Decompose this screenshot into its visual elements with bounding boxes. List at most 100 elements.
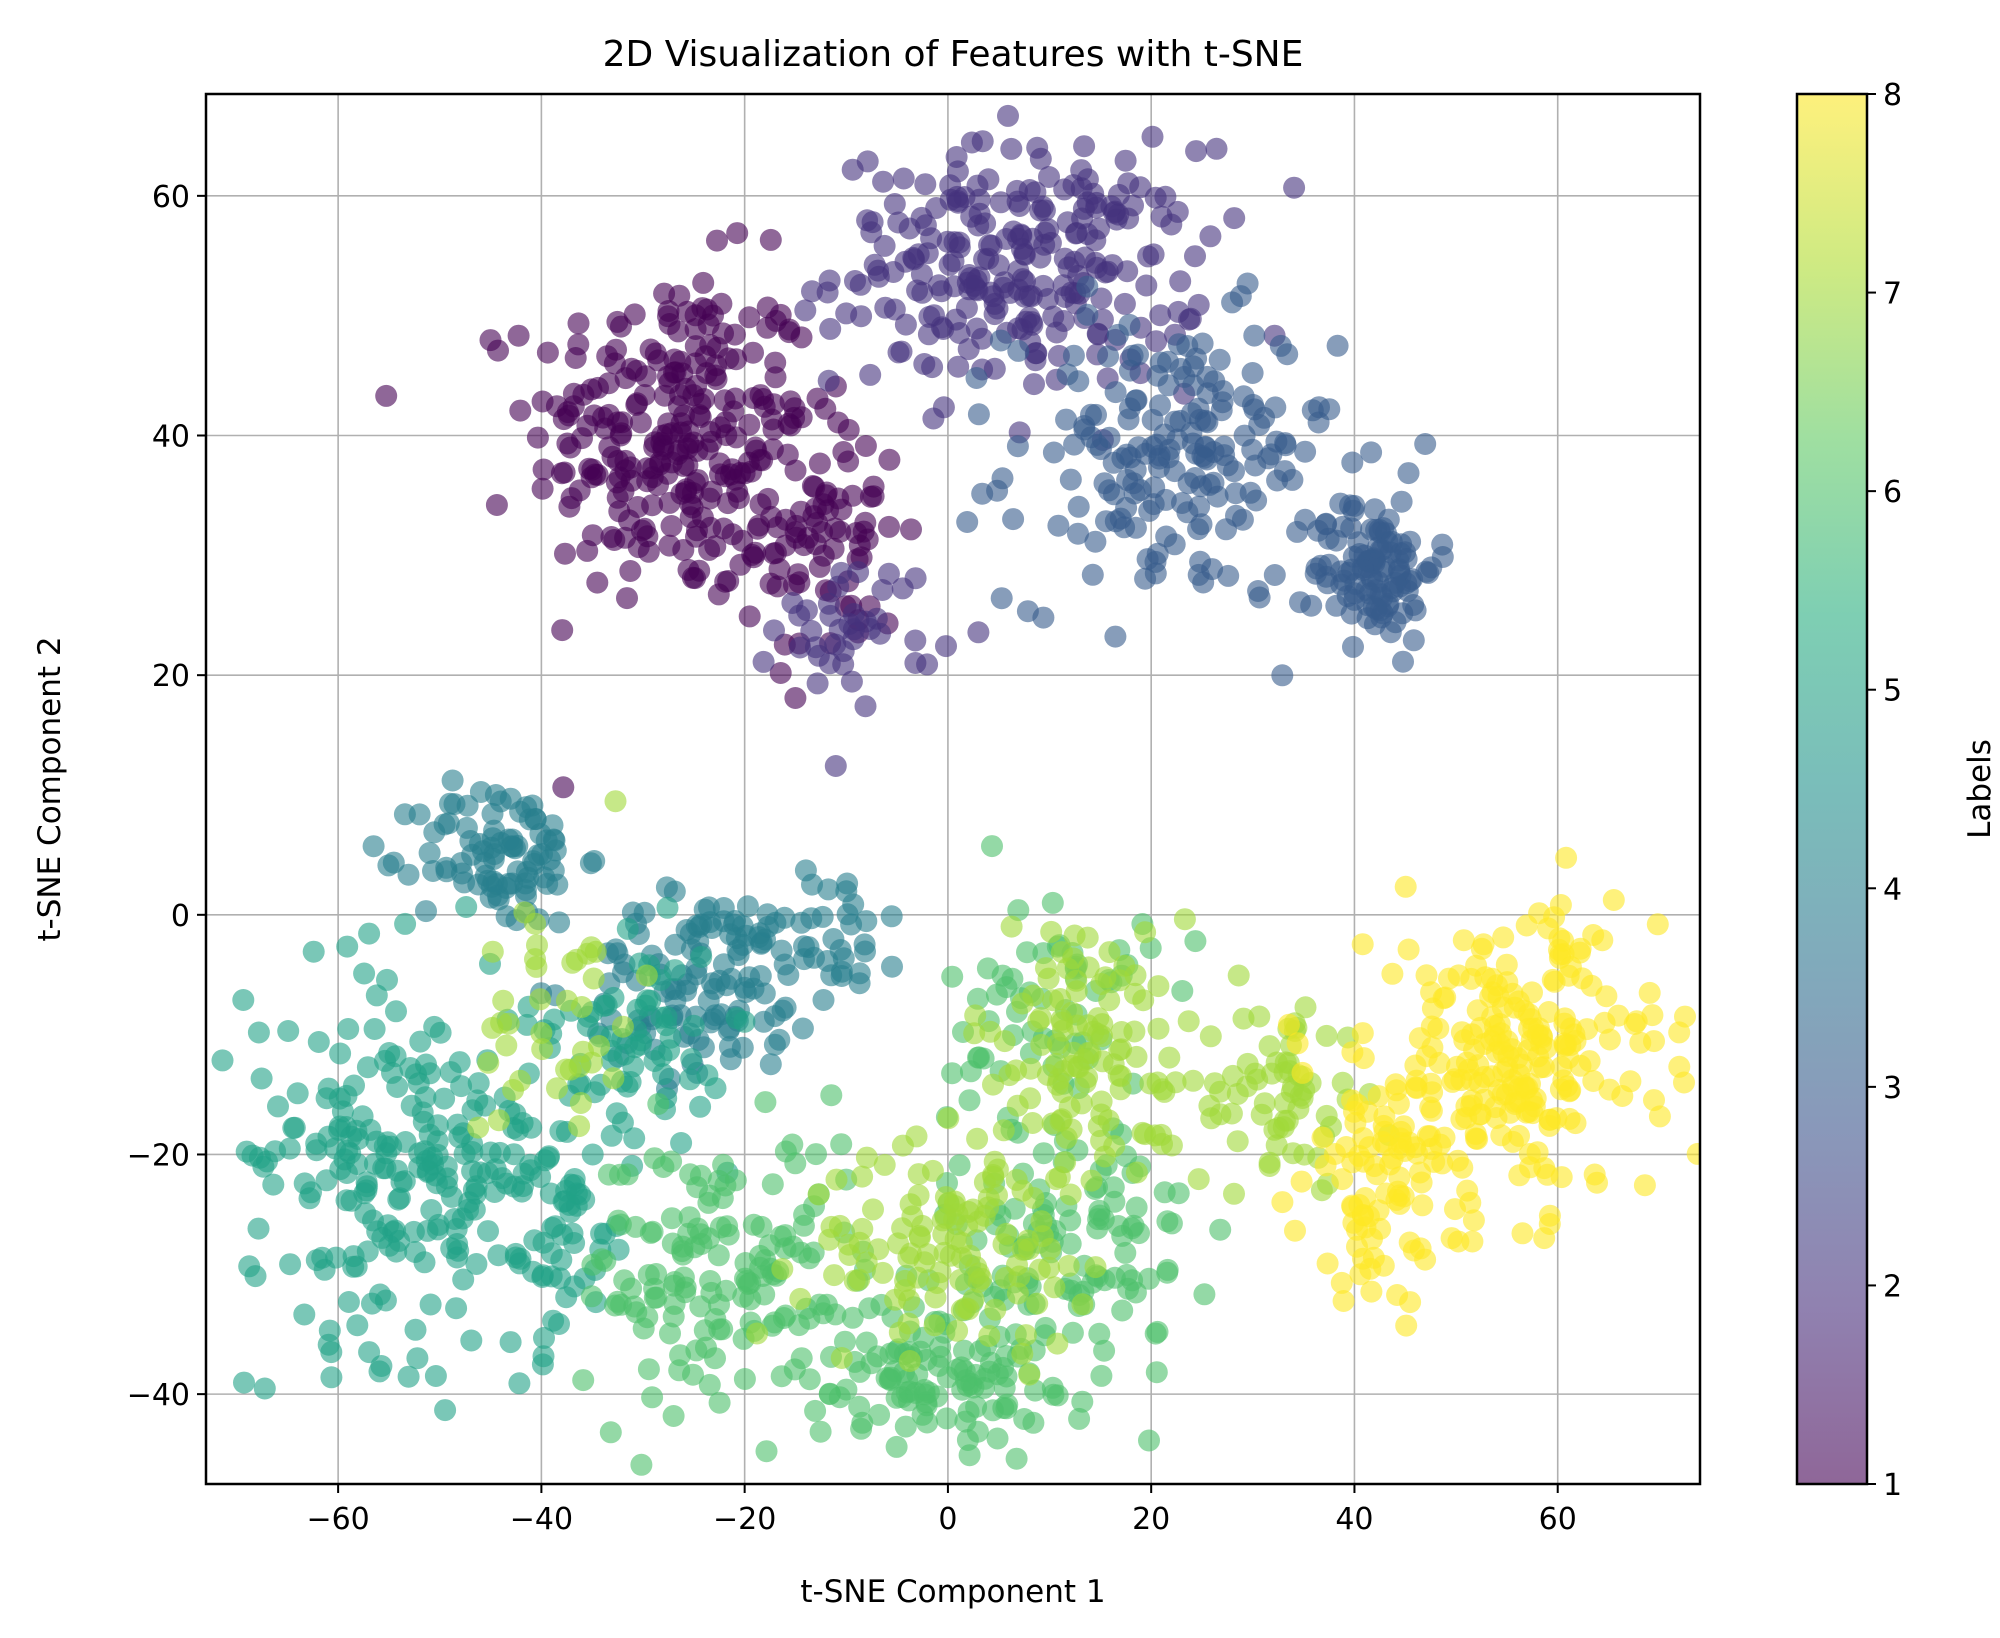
scatter-point <box>394 912 417 935</box>
scatter-point <box>959 267 982 289</box>
scatter-point <box>812 989 835 1011</box>
scatter-point <box>365 984 388 1007</box>
scatter-point <box>1199 1025 1222 1048</box>
scatter-point <box>1578 1050 1601 1073</box>
scatter-point <box>1519 1008 1542 1031</box>
scatter-point <box>671 1240 694 1263</box>
scatter-point <box>293 1303 316 1326</box>
scatter-point <box>611 1111 634 1134</box>
scatter-point <box>532 1345 555 1368</box>
scatter-point <box>1492 1041 1515 1064</box>
scatter-point <box>794 859 817 882</box>
scatter-point <box>983 303 1006 326</box>
scatter-point <box>808 452 831 475</box>
scatter-point <box>1021 1112 1044 1134</box>
scatter-point <box>1385 1188 1408 1211</box>
scatter-point <box>1414 433 1437 455</box>
scatter-point <box>283 1116 306 1139</box>
scatter-point <box>1121 344 1144 367</box>
scatter-point <box>1420 556 1443 579</box>
scatter-point <box>664 933 687 956</box>
scatter-point <box>924 1286 947 1309</box>
scatter-point <box>1271 664 1294 687</box>
scatter-point <box>569 1092 592 1114</box>
scatter-point <box>1325 529 1348 552</box>
scatter-point <box>1226 1082 1249 1105</box>
scatter-point <box>1134 567 1157 590</box>
scatter-point <box>645 1286 668 1309</box>
scatter-point <box>1050 1108 1073 1131</box>
scatter-point <box>552 776 575 799</box>
scatter-point <box>850 1417 873 1440</box>
scatter-point <box>1067 522 1089 545</box>
scatter-point <box>1194 409 1217 432</box>
scatter-point <box>1080 1169 1103 1192</box>
scatter-point <box>1081 563 1104 586</box>
scatter-point <box>586 571 609 594</box>
scatter-point <box>1223 207 1246 230</box>
scatter-point <box>832 947 855 970</box>
scatter-point <box>863 253 886 276</box>
scatter-point <box>1068 1407 1091 1430</box>
scatter-point <box>776 443 799 466</box>
scatter-point <box>678 1206 701 1229</box>
scatter-point <box>1138 1267 1160 1290</box>
scatter-point <box>935 1407 958 1430</box>
scatter-point <box>1481 967 1504 990</box>
scatter-point <box>984 1298 1007 1321</box>
scatter-point <box>1076 275 1099 298</box>
scatter-point <box>1490 1124 1513 1147</box>
scatter-point <box>820 1084 843 1107</box>
scatter-point <box>1189 550 1212 573</box>
scatter-point <box>784 687 807 709</box>
scatter-point <box>1101 254 1124 277</box>
scatter-point <box>898 1350 921 1372</box>
scatter-point <box>374 1289 397 1312</box>
scatter-point <box>921 356 944 379</box>
scatter-point <box>1283 176 1306 199</box>
scatter-point <box>1098 941 1121 964</box>
scatter-point <box>1108 1039 1131 1062</box>
scatter-point <box>1362 1246 1385 1269</box>
scatter-point <box>660 1207 683 1230</box>
scatter-point <box>1020 285 1043 308</box>
scatter-point <box>726 222 749 245</box>
scatter-point <box>807 644 830 667</box>
scatter-point <box>1641 1004 1664 1027</box>
scatter-point <box>659 1322 681 1345</box>
scatter-point <box>487 339 509 362</box>
colorbar-ticks: 1 2 3 4 5 6 7 8 <box>1867 78 1902 1503</box>
scatter-point <box>1550 1166 1573 1189</box>
scatter-point <box>800 619 823 642</box>
scatter-point <box>1555 846 1578 869</box>
scatter-point <box>433 813 456 836</box>
scatter-point <box>1386 1284 1409 1306</box>
scatter-point <box>1065 980 1088 1003</box>
scatter-point <box>968 188 991 211</box>
scatter-point <box>723 913 745 936</box>
scatter-point <box>211 1049 234 1072</box>
scatter-point <box>406 1347 429 1370</box>
scatter-point <box>439 792 461 815</box>
scatter-point <box>247 1021 270 1044</box>
scatter-point <box>1073 135 1096 158</box>
scatter-point <box>1125 1161 1148 1184</box>
scatter-point <box>1623 1013 1646 1035</box>
scatter-point <box>241 1144 264 1167</box>
scatter-point <box>1171 492 1193 514</box>
scatter-point <box>1452 929 1475 952</box>
scatter-point <box>636 989 659 1012</box>
scatter-point <box>1459 1191 1482 1214</box>
scatter-point <box>422 860 444 882</box>
scatter-point <box>335 1162 358 1184</box>
scatter-point <box>608 466 631 489</box>
scatter-point <box>820 1215 843 1238</box>
scatter-point <box>1668 1021 1691 1044</box>
scatter-point <box>1019 1057 1042 1080</box>
scatter-point <box>1056 363 1079 386</box>
scatter-point <box>844 270 866 292</box>
scatter-point <box>318 1319 341 1342</box>
scatter-point <box>1026 1292 1049 1315</box>
scatter-point <box>253 1377 276 1400</box>
colorbar <box>1797 94 1867 1484</box>
